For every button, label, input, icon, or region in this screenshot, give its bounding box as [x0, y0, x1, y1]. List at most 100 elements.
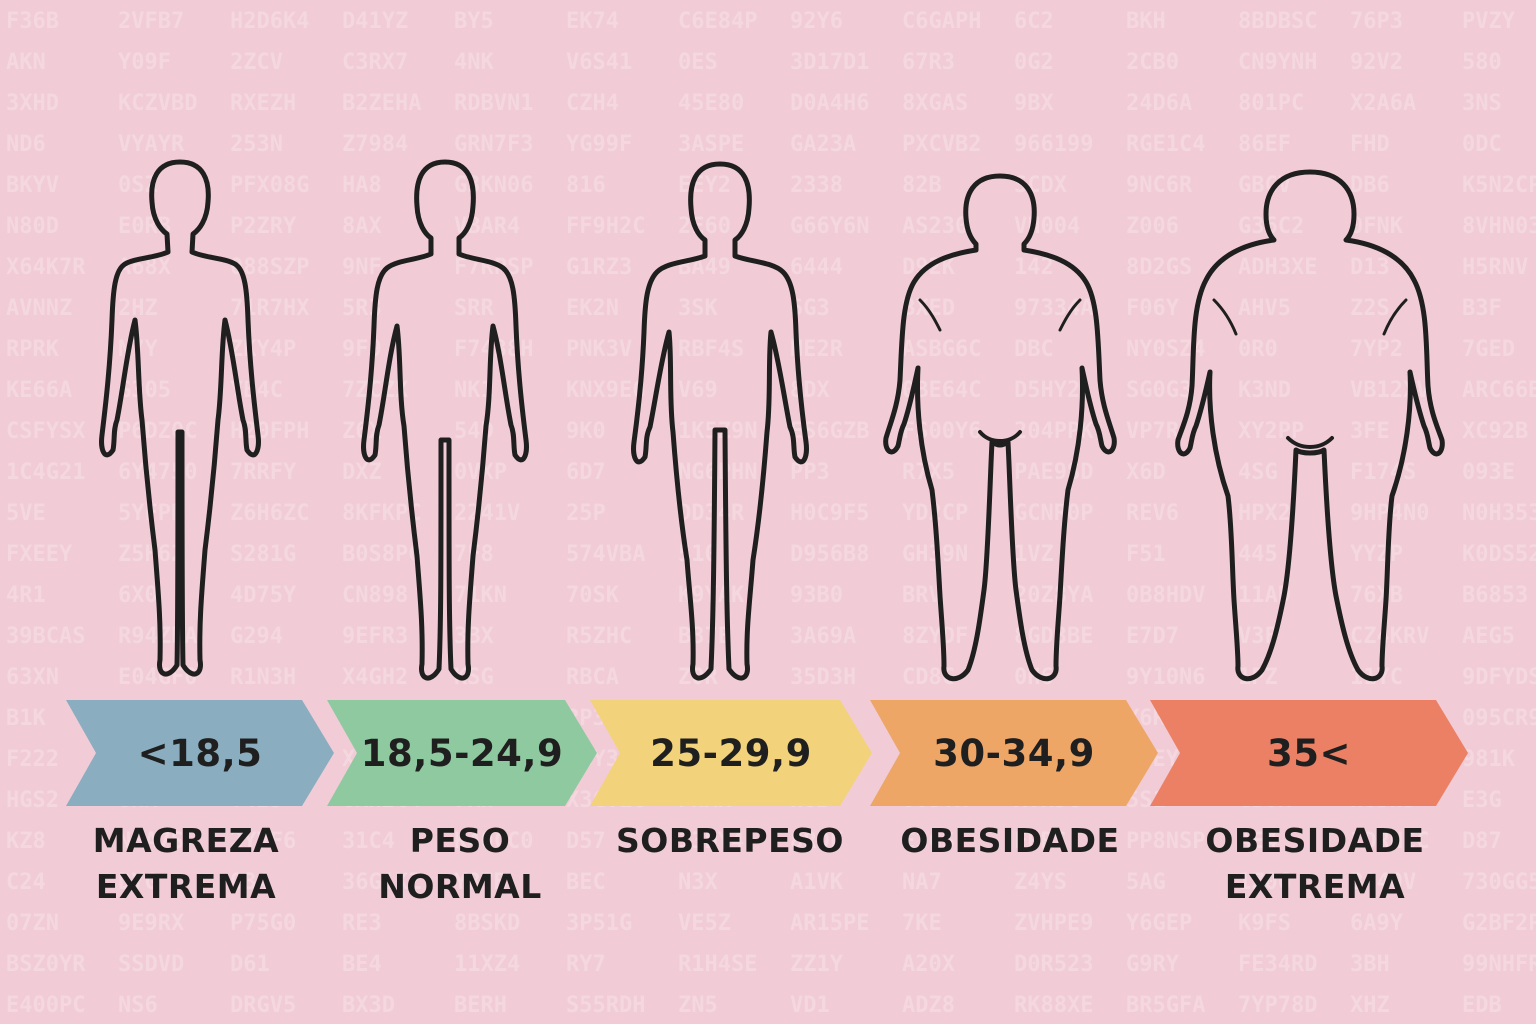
background-glyph: H2D6K4: [230, 9, 309, 34]
background-glyph: E3G: [1462, 788, 1502, 813]
background-glyph: 095CR9: [1462, 706, 1536, 731]
range-label: 30-34,9: [933, 731, 1095, 775]
background-glyph: 76XB: [1350, 583, 1403, 608]
background-glyph: H0C9F5: [790, 501, 869, 526]
background-glyph: G305: [118, 378, 171, 403]
background-glyph: B37E: [678, 624, 731, 649]
background-glyph: 3NS: [1462, 91, 1502, 116]
background-glyph: C3RX7: [342, 50, 408, 75]
background-glyph: 0DC: [1462, 132, 1502, 157]
background-glyph: Z6H6ZC: [230, 501, 309, 526]
background-glyph: VYAYR: [118, 132, 185, 157]
background-glyph: 8AX: [342, 214, 382, 239]
caption-underweight: MAGREZA EXTREMA: [66, 818, 306, 910]
background-glyph: F36B: [6, 9, 59, 34]
background-glyph: NA7: [902, 870, 942, 895]
background-glyph: 3BX: [454, 624, 494, 649]
background-glyph: 4NK: [454, 50, 494, 75]
background-glyph: 82B: [902, 173, 942, 198]
background-glyph: RDBVN1: [454, 91, 533, 116]
background-glyph: 6C2: [1014, 9, 1054, 34]
background-glyph: B6853: [1462, 583, 1528, 608]
background-glyph: FHD: [1350, 132, 1390, 157]
range-label: 18,5-24,9: [360, 731, 564, 775]
background-glyph: Z006: [1126, 214, 1179, 239]
background-glyph: AS230: [902, 214, 968, 239]
background-glyph: AE4: [1238, 829, 1278, 854]
background-glyph: VE5Z: [678, 911, 731, 936]
background-glyph: EEY2: [678, 173, 731, 198]
background-glyph: G2BF2P: [1462, 911, 1536, 936]
background-glyph: 9E9RX: [118, 911, 184, 936]
background-glyph: 7ZCZX: [342, 378, 408, 403]
background-glyph: HPX2: [1238, 501, 1291, 526]
background-glyph: C24: [6, 870, 46, 895]
background-glyph: AR15PE: [790, 911, 869, 936]
background-glyph: K3ND: [1238, 378, 1291, 403]
caption-normal: PESO NORMAL: [335, 818, 585, 910]
body-figure-obese: [880, 150, 1120, 690]
range-label: 25-29,9: [650, 731, 812, 775]
background-glyph: CSFYSX: [6, 419, 85, 444]
background-glyph: F222: [6, 747, 59, 772]
range-arrow-obese: 30-34,9: [870, 700, 1158, 806]
background-glyph: D87: [1462, 829, 1502, 854]
background-glyph: PXCVB2: [902, 132, 981, 157]
background-glyph: 8BSKD: [454, 911, 520, 936]
range-arrow-underweight: <18,5: [66, 700, 334, 806]
background-glyph: EK2N: [566, 296, 619, 321]
background-glyph: AEG5: [1462, 624, 1515, 649]
background-glyph: C6GAPH: [902, 9, 981, 34]
background-glyph: 7GED: [1462, 337, 1515, 362]
background-glyph: 07ZN: [6, 911, 59, 936]
background-glyph: 2E60: [678, 214, 731, 239]
background-glyph: BKH: [1126, 9, 1166, 34]
background-glyph: D0A4H6: [790, 91, 869, 116]
background-glyph: 142: [1014, 255, 1054, 280]
background-glyph: FE34RD: [1238, 952, 1317, 977]
background-glyph: B2ZEHA: [342, 91, 421, 116]
background-glyph: ND6: [6, 132, 46, 157]
background-glyph: NG6PHN: [678, 460, 757, 485]
background-glyph: 67R3: [902, 50, 955, 75]
background-glyph: ADZ8: [902, 993, 955, 1018]
background-glyph: 0FNK: [1350, 214, 1404, 239]
caption-line: OBESIDADE: [1205, 821, 1425, 860]
background-glyph: PFX08G: [230, 173, 309, 198]
background-glyph: 9NF: [342, 255, 382, 280]
background-glyph: 8ZYDF: [902, 624, 968, 649]
background-glyph: ARC66B: [1462, 378, 1536, 403]
background-glyph: 816: [566, 173, 606, 198]
body-figure-normal: [355, 150, 535, 690]
background-glyph: 71KN: [454, 583, 507, 608]
background-glyph: FS00Y6: [902, 419, 981, 444]
background-glyph: KE66A: [6, 378, 72, 403]
background-glyph: 76P3: [1350, 9, 1403, 34]
body-figure-extreme-obese: [1170, 150, 1450, 690]
background-glyph: 0B8HDV: [1126, 583, 1205, 608]
background-glyph: Z7984: [342, 132, 408, 157]
background-glyph: VH004: [1014, 214, 1080, 239]
background-glyph: 2241V: [454, 501, 520, 526]
background-glyph: 7RRFY: [230, 460, 297, 485]
background-glyph: F06Y: [1126, 296, 1180, 321]
background-glyph: 1C4G21: [6, 460, 85, 485]
background-glyph: X64K7R: [6, 255, 86, 280]
background-glyph: B1K: [6, 706, 46, 731]
background-glyph: BE4: [342, 952, 382, 977]
background-glyph: X6D: [1126, 460, 1166, 485]
background-glyph: 0ES: [678, 50, 718, 75]
background-glyph: X2A6A: [1350, 91, 1416, 116]
background-glyph: 3P51G: [566, 911, 632, 936]
background-glyph: 445: [1238, 542, 1278, 567]
background-glyph: ASBG6C: [902, 337, 981, 362]
background-glyph: 5VE: [6, 501, 46, 526]
background-glyph: 1Z06: [1238, 870, 1291, 895]
background-glyph: X4GH2: [342, 665, 408, 690]
background-glyph: 8D2GS: [1126, 255, 1192, 280]
background-glyph: 25P: [566, 501, 606, 526]
background-glyph: PP3: [790, 460, 830, 485]
background-glyph: GRN7F3: [454, 132, 533, 157]
background-glyph: BR5GFA: [1126, 993, 1205, 1018]
background-glyph: G1RZ3: [566, 255, 632, 280]
